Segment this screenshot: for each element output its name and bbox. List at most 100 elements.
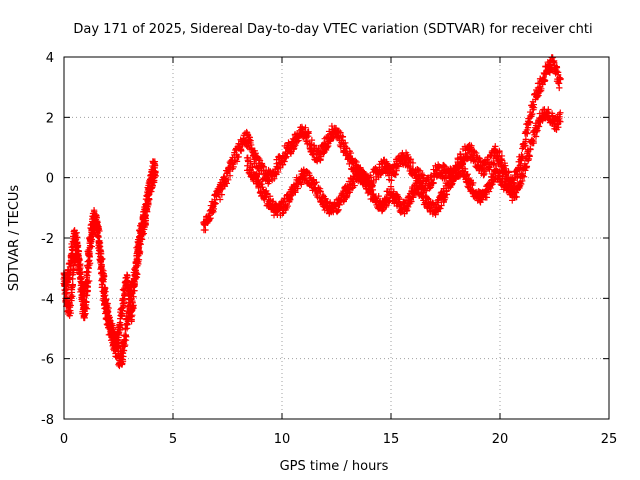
data-point	[93, 214, 100, 221]
data-point	[106, 314, 113, 321]
data-point	[83, 268, 91, 275]
data-point	[305, 130, 312, 137]
data-point	[476, 155, 483, 162]
data-point	[556, 84, 563, 92]
data-point	[317, 188, 324, 195]
data-point	[116, 324, 124, 331]
data-points	[60, 54, 564, 370]
data-point	[496, 170, 504, 177]
data-point	[392, 171, 399, 178]
data-point	[343, 144, 350, 152]
data-point	[283, 153, 290, 160]
data-point	[218, 191, 226, 198]
data-point	[120, 298, 128, 306]
data-point	[555, 124, 562, 131]
data-point	[143, 200, 150, 207]
data-point	[76, 257, 83, 264]
data-point	[81, 311, 88, 318]
data-point	[497, 156, 504, 163]
data-point	[469, 179, 477, 187]
data-point	[244, 143, 251, 151]
data-point	[119, 307, 126, 314]
data-point	[464, 171, 471, 178]
data-point	[352, 157, 359, 165]
data-point	[432, 211, 439, 218]
data-point	[216, 196, 224, 203]
data-point	[84, 258, 91, 265]
data-point	[334, 207, 342, 215]
y-tick-label: 4	[46, 51, 54, 66]
data-point	[206, 215, 213, 223]
data-point	[553, 67, 561, 75]
y-tick-label: 2	[46, 111, 54, 126]
data-point	[292, 142, 299, 149]
data-point	[263, 191, 270, 198]
data-point	[557, 76, 564, 83]
data-point	[96, 243, 104, 250]
data-point	[141, 220, 148, 227]
x-tick-label: 15	[383, 432, 400, 447]
data-point	[308, 136, 316, 144]
data-point	[404, 151, 411, 159]
data-point	[202, 226, 209, 234]
data-point	[427, 184, 434, 191]
data-point	[375, 192, 382, 200]
data-point	[115, 330, 123, 338]
data-point	[255, 177, 262, 184]
data-point	[317, 153, 325, 160]
data-point	[420, 172, 428, 179]
data-point	[122, 331, 129, 339]
data-point	[151, 162, 159, 169]
data-point	[260, 163, 267, 171]
data-point	[520, 173, 528, 180]
data-point	[304, 168, 311, 176]
data-point	[527, 146, 534, 153]
data-point	[339, 133, 346, 141]
data-point	[430, 179, 437, 187]
data-point	[121, 341, 129, 349]
data-point	[86, 248, 93, 255]
data-point	[135, 241, 143, 249]
data-point	[298, 181, 305, 188]
y-tick-label: 0	[46, 172, 54, 187]
data-point	[129, 311, 136, 319]
data-point	[519, 153, 526, 160]
y-tick-label: -2	[41, 232, 54, 247]
data-point	[317, 156, 324, 164]
data-point	[133, 257, 141, 265]
data-point	[409, 159, 417, 167]
data-point	[284, 202, 291, 210]
data-point	[120, 353, 127, 360]
data-point	[98, 261, 105, 268]
y-tick-label: -4	[41, 292, 54, 307]
x-tick-label: 5	[169, 432, 177, 447]
y-tick-label: -8	[41, 413, 54, 428]
data-point	[104, 300, 111, 307]
data-point	[96, 227, 103, 235]
data-point	[356, 165, 363, 172]
data-point	[557, 118, 564, 125]
data-point	[509, 175, 516, 183]
data-point	[435, 164, 442, 171]
data-point	[292, 189, 299, 196]
data-point	[549, 58, 557, 65]
data-point	[80, 290, 88, 297]
data-point	[212, 200, 219, 207]
data-point	[530, 101, 537, 108]
data-point	[67, 309, 74, 317]
y-axis-ticks: -8 -6 -4 -2 0 2 4	[41, 51, 609, 428]
data-point	[141, 213, 149, 220]
data-point	[259, 183, 266, 191]
data-point	[252, 150, 259, 157]
data-point	[557, 109, 564, 116]
data-point	[87, 236, 94, 243]
data-point	[343, 194, 350, 201]
data-point	[109, 324, 117, 331]
data-point	[407, 156, 415, 163]
data-point	[361, 171, 368, 178]
data-point	[145, 191, 153, 198]
data-point	[498, 157, 506, 164]
data-point	[319, 191, 327, 199]
grid-lines	[64, 57, 609, 419]
